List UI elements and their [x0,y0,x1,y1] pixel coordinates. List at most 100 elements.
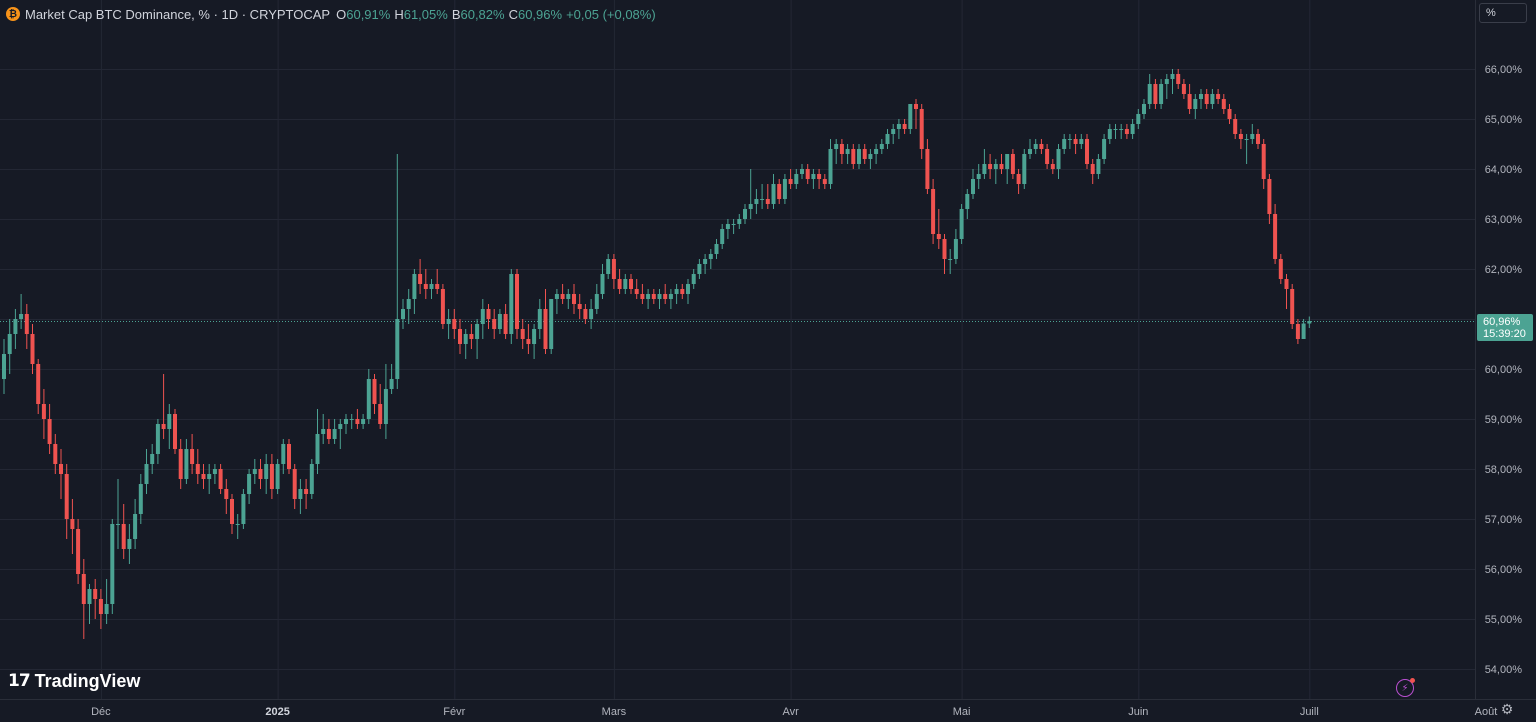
candle-body [1062,139,1067,149]
candle [463,329,468,359]
candle [1124,124,1129,139]
candle-body [309,464,314,494]
candle [600,264,605,299]
candle [1113,124,1118,139]
candle-body [349,419,354,420]
candle-body [167,414,172,429]
candle-body [93,589,98,599]
candle [349,414,354,429]
candle-body [87,589,92,604]
candle-body [703,259,708,264]
candle [1193,94,1198,119]
candle-body [720,229,725,244]
candle [224,479,229,514]
y-tick-label: 55,00% [1485,614,1523,626]
candle-body [936,234,941,239]
candle-body [697,264,702,274]
candle-body [651,294,656,299]
symbol-title[interactable]: Market Cap BTC Dominance, % · 1D · CRYPT… [25,6,331,22]
candle [321,414,326,444]
gear-icon[interactable]: ⚙ [1500,702,1514,718]
candle [959,204,964,244]
candle-body [617,279,622,289]
candle [811,169,816,189]
candle-body [475,324,480,339]
candle [646,289,651,309]
candle [247,469,252,504]
candle-body [594,294,599,309]
candle-body [247,474,252,494]
candle [309,459,314,499]
candle [908,104,913,134]
candle-body [389,379,394,389]
candle-body [355,419,360,424]
candle [59,449,63,499]
y-tick-label: 66,00% [1485,64,1523,76]
candle [155,419,160,464]
candle-body [543,309,548,349]
candle-body [1295,324,1300,339]
x-tick-label: Mai [953,706,971,718]
symbol-legend[interactable]: ₿ Market Cap BTC Dominance, % · 1D · CRY… [6,5,660,23]
y-tick-label: 54,00% [1485,664,1523,676]
candle [1164,74,1169,99]
candle [173,409,177,454]
candle-body [76,529,81,574]
price-axis[interactable]: 54,00% 55,00% 56,00% 57,00% 58,00% 59,00% 60,0… [1485,64,1523,676]
last-price-value: 60,96% [1483,316,1521,328]
candle-body [663,294,668,299]
candle [435,269,440,294]
candle-body [982,164,987,174]
candle [469,324,474,349]
candle [98,589,103,629]
candle-body [760,199,765,200]
candle [566,289,571,309]
candle-body [1016,174,1021,184]
candle [925,139,930,194]
x-tick-label: 2025 [265,706,289,718]
candle [287,439,291,474]
tradingview-logo[interactable]: 17 TradingView [8,670,140,692]
candle [53,434,58,474]
candle [315,409,320,474]
candle [634,279,639,299]
candle-body [520,329,525,339]
candle [765,184,770,209]
candle-body [708,254,713,259]
candle [993,159,998,184]
candle [737,214,742,229]
candle-body [1096,159,1101,174]
candle [714,239,719,259]
candle-body [1119,129,1124,130]
candle [1187,84,1192,114]
candle [1016,169,1021,194]
candle-body [224,489,229,499]
candle-body [743,209,747,219]
time-axis[interactable]: Déc 2025 Févr Mars Avr Mai Juin Juill Août [91,706,1497,718]
candle-body [566,294,571,299]
candle [651,289,656,304]
candle-body [207,474,212,479]
candle [458,319,462,354]
candle [971,169,975,199]
percent-scale-button[interactable]: % [1479,3,1527,23]
y-tick-label: 59,00% [1485,414,1523,426]
candle-body [497,314,502,329]
candle [953,229,958,264]
candle-body [600,274,605,294]
candle [857,144,861,169]
candle-body [931,189,936,234]
candle-body [458,329,462,344]
candle [1096,154,1101,179]
open-value: 60,91% [346,6,391,22]
candle [36,359,41,414]
candle-body [725,224,730,229]
candle-body [526,339,531,344]
y-tick-label: 58,00% [1485,464,1523,476]
candle-body [788,179,793,184]
candle-body [965,194,970,209]
candle-body [959,209,964,239]
lightning-icon[interactable]: ⚡ [1396,678,1415,697]
